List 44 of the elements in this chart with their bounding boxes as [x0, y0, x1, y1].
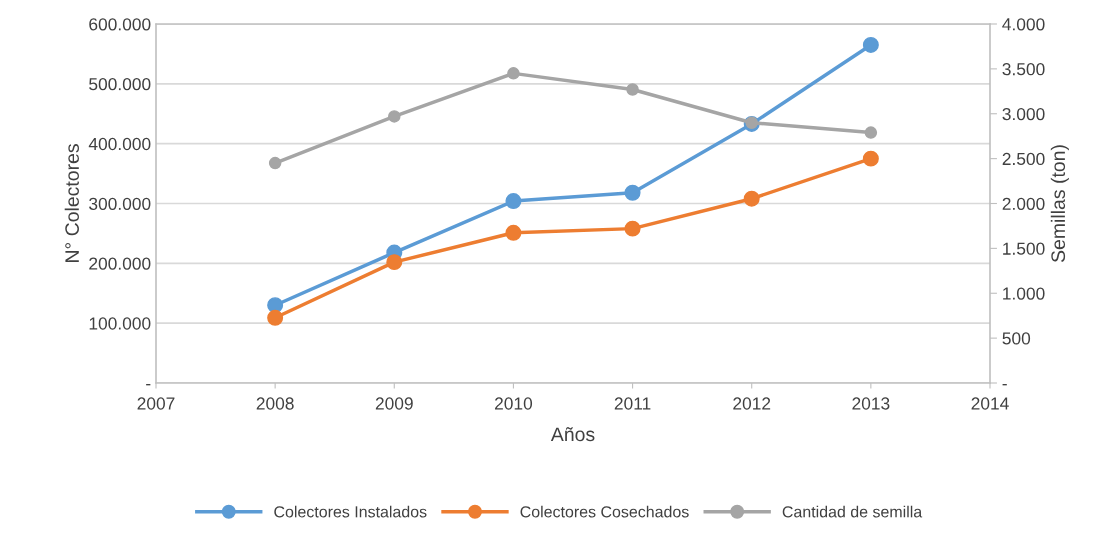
- y-tick-label: 300.000: [89, 197, 151, 210]
- x-tick-label: 2014: [971, 397, 1009, 410]
- point: [388, 110, 401, 123]
- y2-tick-label: 1.500: [1003, 242, 1045, 255]
- y2-tick-label: 2.000: [1002, 197, 1045, 210]
- y-tick-label: -: [146, 384, 151, 386]
- y-tick-label: 500.000: [89, 78, 151, 91]
- y2-axis-title: Semillas (ton): [1050, 145, 1069, 263]
- y-tick-label: 200.000: [89, 257, 151, 270]
- legend-label: Colectores Instalados: [274, 505, 427, 518]
- x-tick-label: 2008: [256, 397, 294, 410]
- legend-label: Cantidad de semilla: [782, 505, 923, 518]
- point: [507, 67, 520, 80]
- y-axis-title: N° Colectores: [64, 144, 79, 262]
- point: [862, 150, 879, 167]
- x-tick-label: 2013: [852, 397, 890, 410]
- x-axis-title: Años: [550, 427, 595, 442]
- y2-tick-label: 2.500: [1002, 152, 1045, 166]
- y2-tick-label: 500: [1002, 332, 1031, 345]
- y2-tick-label: 4.000: [1002, 18, 1045, 31]
- x-tick-label: 2009: [375, 397, 413, 410]
- x-tick-label: 2007: [137, 397, 175, 410]
- point: [862, 36, 879, 53]
- y2-tick-label: 3.000: [1002, 107, 1045, 121]
- legend-label: Colectores Cosechados: [520, 505, 689, 518]
- x-tick-label: 2011: [614, 397, 651, 410]
- x-tick-label: 2012: [733, 397, 771, 410]
- point: [864, 126, 878, 139]
- x-tick-label: 2010: [494, 397, 533, 410]
- point: [505, 193, 522, 210]
- y2-tick-label: -: [1002, 384, 1007, 386]
- point: [743, 190, 760, 207]
- y-tick-label: 100.000: [89, 317, 151, 330]
- y-tick-label: 400.000: [88, 137, 151, 151]
- point: [268, 156, 282, 170]
- y2-tick-label: 3.500: [1002, 63, 1045, 76]
- point: [267, 309, 284, 326]
- point: [624, 184, 641, 201]
- y-tick-label: 600.000: [89, 18, 151, 31]
- y2-tick-label: 1.000: [1003, 287, 1045, 300]
- point: [386, 254, 403, 271]
- point: [626, 83, 639, 96]
- point: [505, 224, 522, 241]
- point: [624, 220, 641, 237]
